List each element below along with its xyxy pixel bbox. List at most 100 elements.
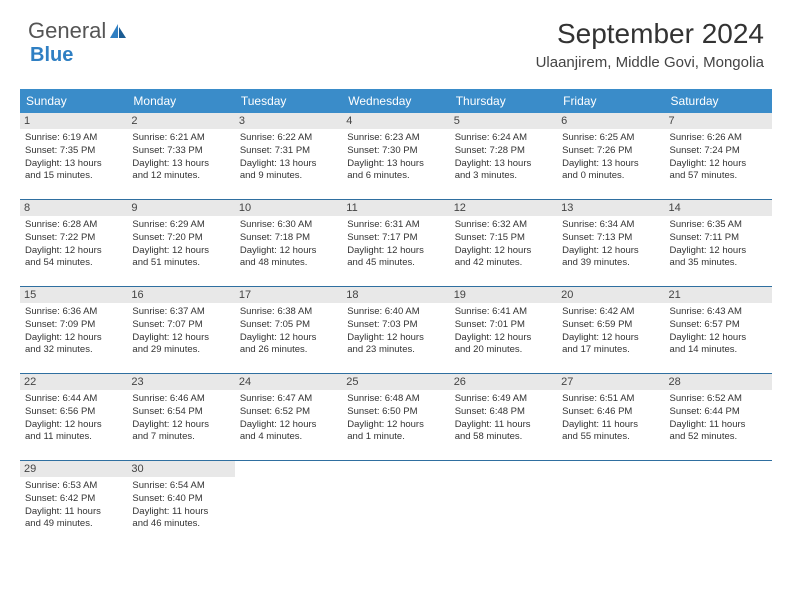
sunset-text: Sunset: 7:20 PM xyxy=(132,232,229,245)
daylight-text: Daylight: 13 hours xyxy=(240,158,337,171)
sunset-text: Sunset: 7:31 PM xyxy=(240,145,337,158)
day-number: 28 xyxy=(665,374,772,390)
daylight-text: and 20 minutes. xyxy=(455,344,552,357)
day-number: 24 xyxy=(235,374,342,390)
daylight-text: Daylight: 12 hours xyxy=(455,245,552,258)
day-cell: 12Sunrise: 6:32 AMSunset: 7:15 PMDayligh… xyxy=(450,200,557,286)
daylight-text: Daylight: 12 hours xyxy=(562,245,659,258)
sunset-text: Sunset: 6:56 PM xyxy=(25,406,122,419)
daylight-text: and 39 minutes. xyxy=(562,257,659,270)
daylight-text: Daylight: 12 hours xyxy=(132,419,229,432)
daylight-text: Daylight: 13 hours xyxy=(455,158,552,171)
sunset-text: Sunset: 7:01 PM xyxy=(455,319,552,332)
day-number: 23 xyxy=(127,374,234,390)
day-cell: 21Sunrise: 6:43 AMSunset: 6:57 PMDayligh… xyxy=(665,287,772,373)
day-of-week-header: Sunday Monday Tuesday Wednesday Thursday… xyxy=(20,89,772,113)
daylight-text: and 11 minutes. xyxy=(25,431,122,444)
daylight-text: Daylight: 11 hours xyxy=(670,419,767,432)
daylight-text: Daylight: 13 hours xyxy=(562,158,659,171)
day-number: 16 xyxy=(127,287,234,303)
daylight-text: Daylight: 12 hours xyxy=(25,419,122,432)
sunset-text: Sunset: 7:28 PM xyxy=(455,145,552,158)
sunrise-text: Sunrise: 6:38 AM xyxy=(240,306,337,319)
sunset-text: Sunset: 7:09 PM xyxy=(25,319,122,332)
sunrise-text: Sunrise: 6:28 AM xyxy=(25,219,122,232)
daylight-text: and 35 minutes. xyxy=(670,257,767,270)
daylight-text: Daylight: 12 hours xyxy=(25,245,122,258)
sunrise-text: Sunrise: 6:36 AM xyxy=(25,306,122,319)
daylight-text: and 48 minutes. xyxy=(240,257,337,270)
day-number: 5 xyxy=(450,113,557,129)
sunset-text: Sunset: 6:40 PM xyxy=(132,493,229,506)
day-cell: 3Sunrise: 6:22 AMSunset: 7:31 PMDaylight… xyxy=(235,113,342,199)
sunrise-text: Sunrise: 6:26 AM xyxy=(670,132,767,145)
title-block: September 2024 Ulaanjirem, Middle Govi, … xyxy=(536,18,764,71)
day-number: 18 xyxy=(342,287,449,303)
sunrise-text: Sunrise: 6:41 AM xyxy=(455,306,552,319)
daylight-text: and 57 minutes. xyxy=(670,170,767,183)
daylight-text: Daylight: 12 hours xyxy=(347,332,444,345)
month-title: September 2024 xyxy=(536,18,764,50)
day-cell: 4Sunrise: 6:23 AMSunset: 7:30 PMDaylight… xyxy=(342,113,449,199)
daylight-text: Daylight: 11 hours xyxy=(455,419,552,432)
day-number: 30 xyxy=(127,461,234,477)
daylight-text: and 32 minutes. xyxy=(25,344,122,357)
day-number xyxy=(665,461,772,465)
day-cell: 10Sunrise: 6:30 AMSunset: 7:18 PMDayligh… xyxy=(235,200,342,286)
daylight-text: and 23 minutes. xyxy=(347,344,444,357)
day-number: 9 xyxy=(127,200,234,216)
day-cell: 6 Sunrise: 6:25 AMSunset: 7:26 PMDaylight… xyxy=(557,113,664,199)
daylight-text: Daylight: 11 hours xyxy=(25,506,122,519)
sunset-text: Sunset: 6:46 PM xyxy=(562,406,659,419)
day-number: 3 xyxy=(235,113,342,129)
sunset-text: Sunset: 7:26 PM xyxy=(562,145,659,158)
sunrise-text: Sunrise: 6:44 AM xyxy=(25,393,122,406)
daylight-text: and 29 minutes. xyxy=(132,344,229,357)
week-row: 29Sunrise: 6:53 AMSunset: 6:42 PMDayligh… xyxy=(20,461,772,547)
day-cell xyxy=(235,461,342,547)
day-cell: 16Sunrise: 6:37 AMSunset: 7:07 PMDayligh… xyxy=(127,287,234,373)
day-cell xyxy=(342,461,449,547)
dow-tuesday: Tuesday xyxy=(235,89,342,113)
sunset-text: Sunset: 6:42 PM xyxy=(25,493,122,506)
logo-sail-icon xyxy=(108,22,128,40)
day-number: 7 xyxy=(665,113,772,129)
day-number: 6 xyxy=(557,113,664,129)
sunset-text: Sunset: 6:48 PM xyxy=(455,406,552,419)
sunrise-text: Sunrise: 6:25 AM xyxy=(562,132,659,145)
daylight-text: Daylight: 12 hours xyxy=(132,332,229,345)
day-number: 26 xyxy=(450,374,557,390)
daylight-text: and 7 minutes. xyxy=(132,431,229,444)
daylight-text: and 9 minutes. xyxy=(240,170,337,183)
sunrise-text: Sunrise: 6:32 AM xyxy=(455,219,552,232)
sunrise-text: Sunrise: 6:52 AM xyxy=(670,393,767,406)
day-number: 25 xyxy=(342,374,449,390)
dow-thursday: Thursday xyxy=(450,89,557,113)
sunrise-text: Sunrise: 6:47 AM xyxy=(240,393,337,406)
sunset-text: Sunset: 7:33 PM xyxy=(132,145,229,158)
day-cell: 13Sunrise: 6:34 AMSunset: 7:13 PMDayligh… xyxy=(557,200,664,286)
daylight-text: and 17 minutes. xyxy=(562,344,659,357)
daylight-text: and 55 minutes. xyxy=(562,431,659,444)
header: General September 2024 Ulaanjirem, Middl… xyxy=(0,0,792,79)
logo-text-2: Blue xyxy=(30,44,73,67)
sunset-text: Sunset: 7:17 PM xyxy=(347,232,444,245)
daylight-text: and 49 minutes. xyxy=(25,518,122,531)
sunrise-text: Sunrise: 6:53 AM xyxy=(25,480,122,493)
calendar: Sunday Monday Tuesday Wednesday Thursday… xyxy=(20,89,772,547)
day-cell: 23Sunrise: 6:46 AMSunset: 6:54 PMDayligh… xyxy=(127,374,234,460)
day-cell: 8Sunrise: 6:28 AMSunset: 7:22 PMDaylight… xyxy=(20,200,127,286)
sunrise-text: Sunrise: 6:34 AM xyxy=(562,219,659,232)
daylight-text: Daylight: 11 hours xyxy=(132,506,229,519)
daylight-text: Daylight: 12 hours xyxy=(455,332,552,345)
daylight-text: Daylight: 12 hours xyxy=(132,245,229,258)
day-number: 1 xyxy=(20,113,127,129)
sunset-text: Sunset: 7:11 PM xyxy=(670,232,767,245)
sunset-text: Sunset: 7:35 PM xyxy=(25,145,122,158)
sunset-text: Sunset: 7:03 PM xyxy=(347,319,444,332)
day-cell: 18Sunrise: 6:40 AMSunset: 7:03 PMDayligh… xyxy=(342,287,449,373)
daylight-text: and 51 minutes. xyxy=(132,257,229,270)
day-cell: 20Sunrise: 6:42 AMSunset: 6:59 PMDayligh… xyxy=(557,287,664,373)
daylight-text: Daylight: 12 hours xyxy=(670,332,767,345)
day-cell: 14Sunrise: 6:35 AMSunset: 7:11 PMDayligh… xyxy=(665,200,772,286)
